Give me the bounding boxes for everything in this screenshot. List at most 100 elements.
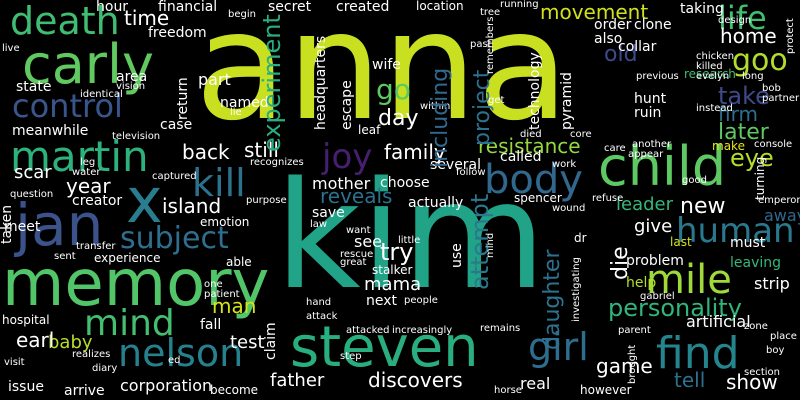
word-remembers: remembers <box>485 16 496 75</box>
word-die: die <box>608 246 633 280</box>
word-location: location <box>416 0 464 13</box>
word-mother: mother <box>312 174 371 193</box>
word-see: see <box>354 232 383 251</box>
word-investigating: investigating <box>571 257 582 322</box>
word-back: back <box>182 140 230 164</box>
word-case: case <box>160 117 193 133</box>
word-identical: identical <box>80 89 123 100</box>
word-ruin: ruin <box>634 105 662 121</box>
word-within: within <box>420 101 451 112</box>
word-live: live <box>2 43 20 54</box>
word-experience: experience <box>94 251 161 265</box>
word-little: little <box>398 235 421 246</box>
word-area: area <box>116 69 148 85</box>
word-television: television <box>112 131 161 142</box>
word-turning: turning <box>753 156 767 200</box>
word-nelson: nelson <box>118 331 244 375</box>
word-mile: mile <box>646 257 732 303</box>
word-go: go <box>376 73 411 106</box>
word-tell: tell <box>674 368 706 392</box>
word-claim: claim <box>263 322 279 360</box>
word-x: x <box>126 164 163 237</box>
word-named: named <box>220 95 269 111</box>
word-fall: fall <box>200 317 222 333</box>
word-earl: earl <box>16 328 55 352</box>
word-day: day <box>378 106 419 131</box>
word-research: research <box>684 67 736 81</box>
word-new: new <box>680 194 726 219</box>
word-sent: sent <box>54 251 76 262</box>
word-body: body <box>484 157 583 203</box>
word-refuse: refuse <box>592 193 624 204</box>
word-order: order <box>594 17 632 33</box>
word-meanwhile: meanwhile <box>12 123 89 139</box>
word-law: law <box>310 219 328 230</box>
word-follow: follow <box>456 167 486 178</box>
word-last: last <box>670 235 692 249</box>
word-still: still <box>244 138 279 162</box>
word-design: design <box>718 15 752 26</box>
word-partner: partner <box>762 93 800 104</box>
word-state: state <box>16 79 52 95</box>
word-return: return <box>175 77 191 120</box>
word-spencer: spencer <box>514 191 562 205</box>
word-previous: previous <box>636 71 679 82</box>
word-work: work <box>552 159 577 170</box>
word-parent: parent <box>618 325 651 336</box>
word-escape: escape <box>339 80 355 130</box>
word-kill: kill <box>192 161 246 205</box>
word-taking: taking <box>680 1 724 17</box>
word-gabriel: gabriel <box>640 291 675 302</box>
word-take: take <box>718 82 770 110</box>
word-boy: boy <box>766 345 785 356</box>
word-dr: dr <box>574 231 587 245</box>
word-mind: mind <box>84 303 175 344</box>
word-lie: lie <box>230 107 242 118</box>
word-help: help <box>626 275 657 291</box>
word-become: become <box>210 383 259 397</box>
word-corporation: corporation <box>120 376 213 395</box>
word-man: man <box>212 294 257 318</box>
word-visit: visit <box>4 357 25 368</box>
word-make: make <box>712 139 745 153</box>
word-instead: instead <box>696 103 733 114</box>
word-actually: actually <box>408 195 464 211</box>
word-resistance: resistance <box>478 134 581 158</box>
word-project: project <box>470 69 495 146</box>
word-carly: carly <box>22 33 154 96</box>
word-anna: anna <box>195 0 569 154</box>
word-firm: firm <box>718 102 758 126</box>
word-father: father <box>270 370 325 391</box>
word-zone: zone <box>744 321 768 332</box>
word-taken: taken <box>0 204 15 244</box>
word-wound: wound <box>552 203 586 214</box>
word-several: several <box>430 157 482 173</box>
word-family: family <box>384 140 446 164</box>
word-away: away <box>764 206 800 225</box>
word-another: another <box>632 139 672 150</box>
word-control: control <box>12 87 123 125</box>
word-real: real <box>520 374 551 393</box>
word-vision: vision <box>116 81 146 92</box>
word-tree: tree <box>480 7 501 18</box>
word-creator: creator <box>72 193 123 209</box>
word-diary: diary <box>92 363 118 374</box>
word-attack: attack <box>306 311 338 322</box>
word-issue: issue <box>8 379 44 395</box>
word-past: past <box>470 39 492 50</box>
word-death: death <box>10 0 120 43</box>
word-girl: girl <box>528 325 589 369</box>
word-realizes: realizes <box>72 349 111 360</box>
word-ed: ed <box>168 355 181 366</box>
word-section: section <box>744 367 781 378</box>
word-place: place <box>770 331 797 342</box>
word-wife: wife <box>372 57 401 73</box>
word-begin: begin <box>228 9 256 20</box>
word-problem: problem <box>626 253 684 269</box>
word-purpose: purpose <box>246 195 287 206</box>
word-arrive: arrive <box>64 383 105 399</box>
word-chicken: chicken <box>696 51 735 62</box>
word-also: also <box>594 31 623 47</box>
word-long: long <box>742 71 764 82</box>
